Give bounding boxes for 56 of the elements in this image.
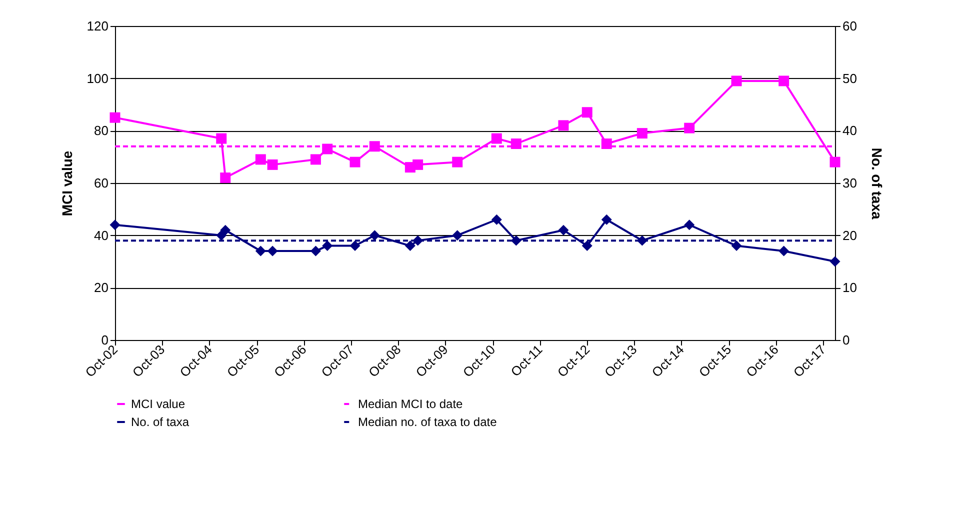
point: [310, 246, 321, 256]
y-tick-label: 60: [94, 176, 108, 190]
point: [731, 76, 742, 86]
y-tick-label: 20: [94, 280, 108, 296]
point: [216, 230, 227, 241]
point: [267, 246, 278, 256]
y2-tick-label: 30: [842, 176, 857, 190]
point: [350, 156, 360, 168]
point: [267, 159, 278, 170]
point: [830, 256, 840, 267]
y-tick-label: 40: [94, 228, 108, 243]
point: [110, 112, 120, 123]
point: [491, 214, 502, 225]
point: [110, 220, 120, 230]
y-axis-title: MCI value: [58, 150, 75, 216]
point: [582, 240, 592, 252]
y2-axis-title: No. of taxa: [868, 148, 885, 220]
y2-tick-label: 20: [842, 228, 857, 243]
point: [636, 128, 648, 139]
y-tick-label: 100: [86, 70, 108, 86]
y2-tick-label: 10: [842, 280, 857, 296]
point: [216, 133, 227, 144]
point: [220, 224, 231, 236]
point: [778, 246, 790, 256]
y2-tick-label: 0: [842, 332, 850, 348]
legend-label: No. of taxa: [131, 415, 190, 429]
legend-label: Median MCI to date: [358, 397, 464, 411]
point: [601, 214, 612, 225]
y-tick-label: 80: [94, 123, 108, 138]
point: [452, 156, 463, 168]
point: [684, 122, 695, 134]
point: [558, 224, 569, 236]
point: [220, 172, 231, 184]
point: [731, 240, 742, 252]
y2-tick-label: 60: [842, 18, 857, 34]
point: [452, 230, 463, 241]
point: [558, 120, 569, 131]
y-tick-label: 120: [86, 18, 108, 34]
point: [404, 240, 416, 252]
point: [350, 240, 360, 252]
point: [684, 220, 695, 230]
point: [322, 240, 333, 252]
point: [778, 76, 790, 86]
legend-label: Median no. of taxa to date: [358, 415, 498, 429]
point: [255, 246, 266, 256]
point: [582, 107, 592, 118]
legend-label: MCI value: [131, 397, 186, 411]
point: [412, 159, 424, 170]
y-tick-label: 0: [101, 332, 108, 348]
point: [369, 230, 380, 241]
y2-tick-label: 40: [842, 123, 857, 138]
point: [310, 154, 321, 165]
point: [255, 154, 266, 165]
point: [830, 156, 840, 168]
point: [491, 133, 502, 144]
y2-tick-label: 50: [842, 70, 857, 86]
